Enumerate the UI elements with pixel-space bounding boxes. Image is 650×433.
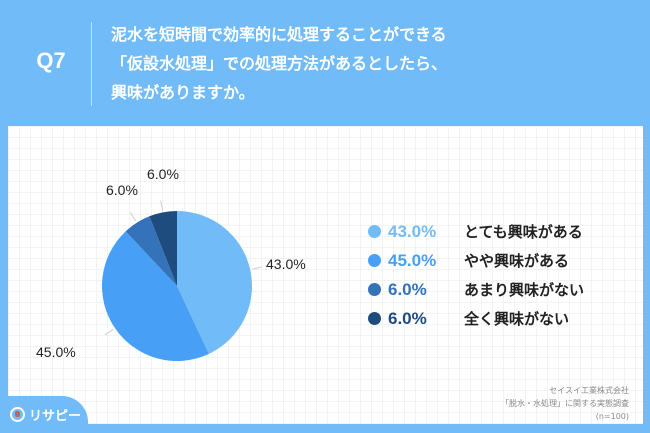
question-line-1: 泥水を短時間で効率的に処理することができる xyxy=(111,25,447,44)
legend-item: 6.0% あまり興味がない xyxy=(368,275,584,304)
chart-card: 43.0% 45.0% 6.0% 6.0% 43.0% とても興味がある 45.… xyxy=(8,126,643,424)
legend-item: 45.0% やや興味がある xyxy=(368,246,584,275)
pie-chart xyxy=(102,200,263,362)
legend-dot-icon xyxy=(368,225,381,238)
pie-slice xyxy=(125,216,177,286)
question-line-3: 興味がありますか。 xyxy=(111,83,255,102)
leader-line xyxy=(104,328,114,336)
pie-slice xyxy=(149,211,177,286)
legend-label: やや興味がある xyxy=(464,252,570,270)
legend-label: 全く興味がない xyxy=(464,310,570,328)
pie-slice xyxy=(177,211,253,354)
header-divider xyxy=(91,22,92,106)
pie-label-not-interested: 6.0% xyxy=(147,166,179,182)
leader-line xyxy=(252,266,263,270)
location-pin-icon xyxy=(10,407,25,422)
legend-item: 6.0% 全く興味がない xyxy=(368,304,584,333)
leader-line xyxy=(129,212,137,222)
legend-dot-icon xyxy=(368,283,381,296)
source-company: セイスイ工業株式会社 xyxy=(549,386,629,395)
question-text: 泥水を短時間で効率的に処理することができる 「仮設水処理」での処理方法があるとし… xyxy=(111,20,447,107)
legend-item: 43.0% とても興味がある xyxy=(368,217,584,246)
legend-dot-icon xyxy=(368,254,381,267)
question-line-2: 「仮設水処理」での処理方法があるとしたら、 xyxy=(111,54,448,73)
survey-source: セイスイ工業株式会社 「脱水・水処理」に関する実態調査 (n=100) xyxy=(501,384,629,423)
pie-label-not-very-interested: 6.0% xyxy=(106,182,138,198)
source-survey-name: 「脱水・水処理」に関する実態調査 xyxy=(501,399,629,408)
pie-label-very-interested: 43.0% xyxy=(266,256,306,272)
question-header: Q7 泥水を短時間で効率的に処理することができる 「仮設水処理」での処理方法があ… xyxy=(0,0,650,126)
legend-label: あまり興味がない xyxy=(464,281,585,299)
legend-label: とても興味がある xyxy=(464,223,583,241)
chart-legend: 43.0% とても興味がある 45.0% やや興味がある 6.0% あまり興味が… xyxy=(368,217,584,333)
logo-text: リサピー xyxy=(29,409,82,424)
legend-percent: 6.0% xyxy=(388,279,427,299)
pie-label-somewhat-interested: 45.0% xyxy=(36,344,76,360)
brand-logo: リサピー xyxy=(10,405,81,424)
pie-slice xyxy=(102,231,209,362)
source-sample-size: (n=100) xyxy=(595,412,629,421)
legend-percent: 43.0% xyxy=(388,221,437,241)
question-number: Q7 xyxy=(36,48,66,73)
legend-dot-icon xyxy=(368,312,381,325)
legend-percent: 45.0% xyxy=(388,250,437,270)
leader-line xyxy=(160,200,164,211)
legend-percent: 6.0% xyxy=(388,308,427,328)
